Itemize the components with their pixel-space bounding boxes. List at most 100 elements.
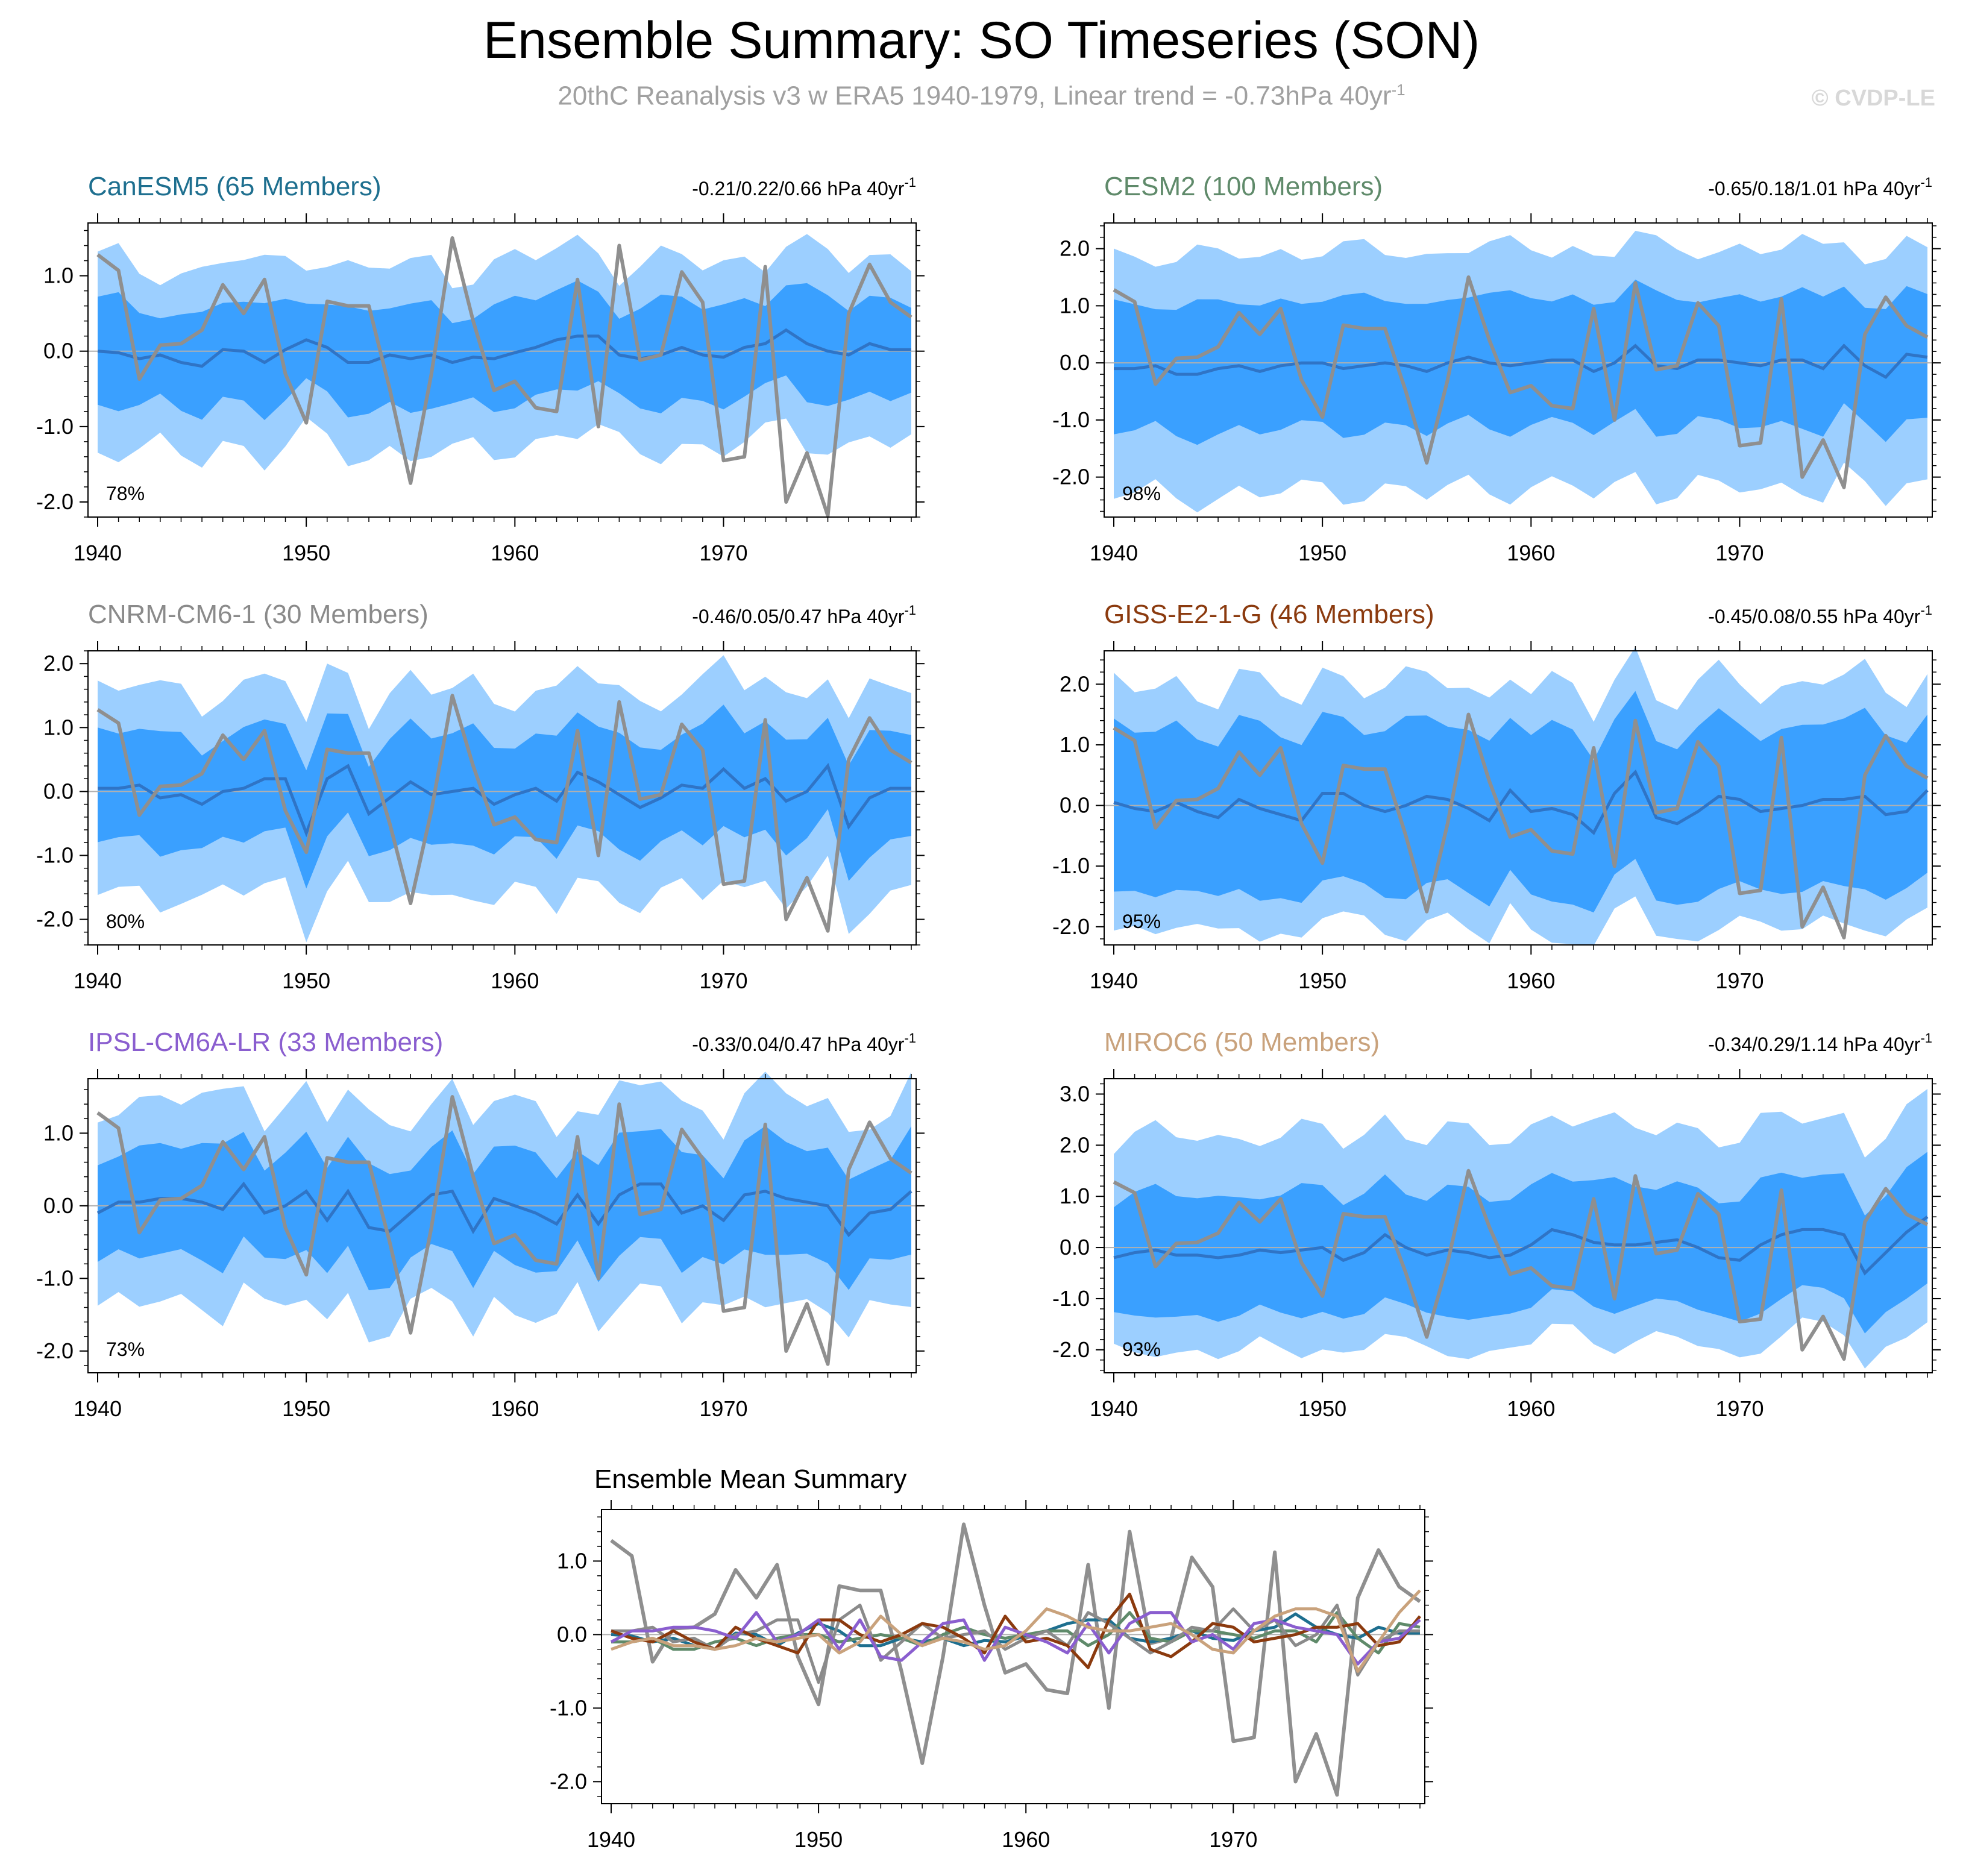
percent-label: 78% (106, 483, 145, 504)
ensemble-mean-line (1114, 344, 1928, 379)
inner-spread-band (98, 280, 911, 421)
y-tick-label: -1.0 (1052, 853, 1090, 878)
x-tick-label: 1950 (1298, 541, 1346, 565)
chart-panel-5: 93% MIROC6 (50 Members) -0.34/0.29/1.14 hP… (1052, 1027, 1941, 1421)
y-tick-label: 1.0 (557, 1548, 587, 1573)
x-tick-label: 1960 (491, 968, 539, 993)
y-tick-label: 1.0 (43, 1120, 74, 1145)
x-tick-label: 1940 (1090, 968, 1138, 993)
x-tick-label: 1970 (1209, 1827, 1257, 1852)
y-tick-label: 1.0 (43, 715, 74, 739)
observations-line (1113, 275, 1929, 489)
credit-label: © CVDP-LE (1811, 86, 1935, 111)
x-tick-label: 1940 (587, 1827, 635, 1852)
observations-line (96, 694, 912, 933)
chart-panel-2: 80% CNRM-CM6-1 (30 Members) -0.46/0.05/0.4… (36, 600, 925, 993)
panel-title: IPSL-CM6A-LR (33 Members) (88, 1027, 443, 1057)
observations-line (1113, 1169, 1929, 1361)
observations-line (1113, 712, 1929, 940)
y-tick-label: 0.0 (43, 1193, 74, 1218)
ensemble-mean-line (96, 1181, 912, 1238)
x-tick-label: 1970 (699, 541, 747, 565)
y-tick-label: -1.0 (550, 1695, 587, 1720)
plot-frame (87, 1078, 917, 1373)
percent-label: 95% (1122, 911, 1161, 932)
y-tick-label: 0.0 (1060, 1235, 1090, 1260)
trend-superscript: -1 (904, 175, 916, 190)
trend-values: -0.34/0.29/1.14 hPa 40yr (1708, 1034, 1921, 1055)
series-line-giss-e2-1-g (611, 1592, 1421, 1669)
trend-label: -0.34/0.29/1.14 hPa 40yr-1 (1708, 1031, 1932, 1055)
ensemble-mean-line (98, 762, 911, 838)
figure-title: Ensemble Summary: SO Timeseries (SON) (483, 11, 1480, 69)
y-tick-label: 2.0 (43, 651, 74, 676)
panel-title: CESM2 (100 Members) (1104, 172, 1383, 201)
y-tick-label: 0.0 (43, 779, 74, 803)
series-line-observations (610, 1522, 1421, 1797)
y-tick-label: 1.0 (1060, 1184, 1090, 1208)
figure-subtitle: 20thC Reanalysis v3 w ERA5 1940-1979, Li… (0, 81, 1963, 111)
y-tick-label: -2.0 (36, 489, 74, 514)
x-tick-label: 1940 (1090, 541, 1138, 565)
panel-title: MIROC6 (50 Members) (1104, 1027, 1380, 1057)
y-tick-label: 2.0 (1060, 236, 1090, 261)
x-tick-label: 1970 (1715, 541, 1764, 565)
ensemble-mean-line (1113, 1216, 1929, 1276)
x-tick-label: 1950 (282, 968, 330, 993)
y-tick-label: -2.0 (36, 1338, 74, 1363)
trend-superscript: -1 (904, 603, 916, 618)
plot-frame (1104, 222, 1933, 518)
y-tick-label: 1.0 (1060, 293, 1090, 318)
x-tick-label: 1950 (1298, 968, 1346, 993)
trend-values: -0.46/0.05/0.47 hPa 40yr (692, 606, 905, 627)
trend-label: -0.33/0.04/0.47 hPa 40yr-1 (692, 1031, 916, 1055)
x-tick-label: 1950 (282, 541, 330, 565)
x-tick-label: 1970 (699, 1396, 747, 1421)
plot-frame (87, 650, 917, 946)
trend-values: -0.33/0.04/0.47 hPa 40yr (692, 1034, 905, 1055)
percent-label: 93% (1122, 1338, 1161, 1360)
trend-label: -0.21/0.22/0.66 hPa 40yr-1 (692, 175, 916, 199)
panel-title: Ensemble Mean Summary (594, 1464, 906, 1494)
series-line-miroc6 (611, 1589, 1421, 1673)
y-tick-label: 1.0 (43, 263, 74, 288)
y-tick-label: 1.0 (1060, 732, 1090, 757)
y-tick-label: 0.0 (1060, 350, 1090, 375)
y-tick-label: 2.0 (1060, 1132, 1090, 1157)
inner-spread-band (98, 1126, 911, 1291)
x-tick-label: 1940 (74, 1396, 122, 1421)
x-tick-label: 1940 (1090, 1396, 1138, 1421)
percent-label: 80% (106, 911, 145, 932)
percent-label: 98% (1122, 483, 1161, 504)
chart-panel-0: 78% CanESM5 (65 Members) -0.21/0.22/0.66 h… (36, 172, 925, 565)
trend-label: -0.65/0.18/1.01 hPa 40yr-1 (1708, 175, 1932, 199)
y-tick-label: 2.0 (1060, 671, 1090, 696)
x-tick-label: 1950 (794, 1827, 843, 1852)
x-tick-label: 1970 (1715, 1396, 1764, 1421)
chart-panel-3: 95% GISS-E2-1-G (46 Members) -0.45/0.08/0.… (1052, 600, 1941, 993)
observations-line (96, 236, 912, 518)
y-tick-label: 3.0 (1060, 1081, 1090, 1106)
plot-frame (601, 1509, 1425, 1804)
trend-values: -0.65/0.18/1.01 hPa 40yr (1708, 178, 1921, 199)
y-tick-label: -1.0 (36, 1266, 74, 1290)
x-tick-label: 1950 (1298, 1396, 1346, 1421)
y-tick-label: 0.0 (557, 1622, 587, 1646)
trend-label: -0.45/0.08/0.55 hPa 40yr-1 (1708, 603, 1932, 627)
trend-values: -0.45/0.08/0.55 hPa 40yr (1708, 606, 1921, 627)
y-tick-label: -1.0 (36, 842, 74, 867)
percent-label: 73% (106, 1338, 145, 1360)
subtitle-superscript: -1 (1391, 81, 1406, 99)
plot-frame (1104, 650, 1933, 946)
panel-title: CanESM5 (65 Members) (88, 172, 382, 201)
inner-spread-band (1114, 280, 1927, 445)
panel-title: GISS-E2-1-G (46 Members) (1104, 600, 1434, 629)
x-tick-label: 1960 (491, 1396, 539, 1421)
y-tick-label: -1.0 (1052, 407, 1090, 432)
x-tick-label: 1950 (282, 1396, 330, 1421)
x-tick-label: 1960 (1507, 541, 1555, 565)
x-tick-label: 1970 (1715, 968, 1764, 993)
chart-panel-1: 98% CESM2 (100 Members) -0.65/0.18/1.01 hP… (1052, 172, 1941, 565)
y-tick-label: -2.0 (1052, 914, 1090, 939)
x-tick-label: 1970 (699, 968, 747, 993)
